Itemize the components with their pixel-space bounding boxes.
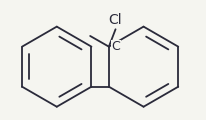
Text: Cl: Cl <box>108 13 122 27</box>
Text: C: C <box>111 40 120 53</box>
